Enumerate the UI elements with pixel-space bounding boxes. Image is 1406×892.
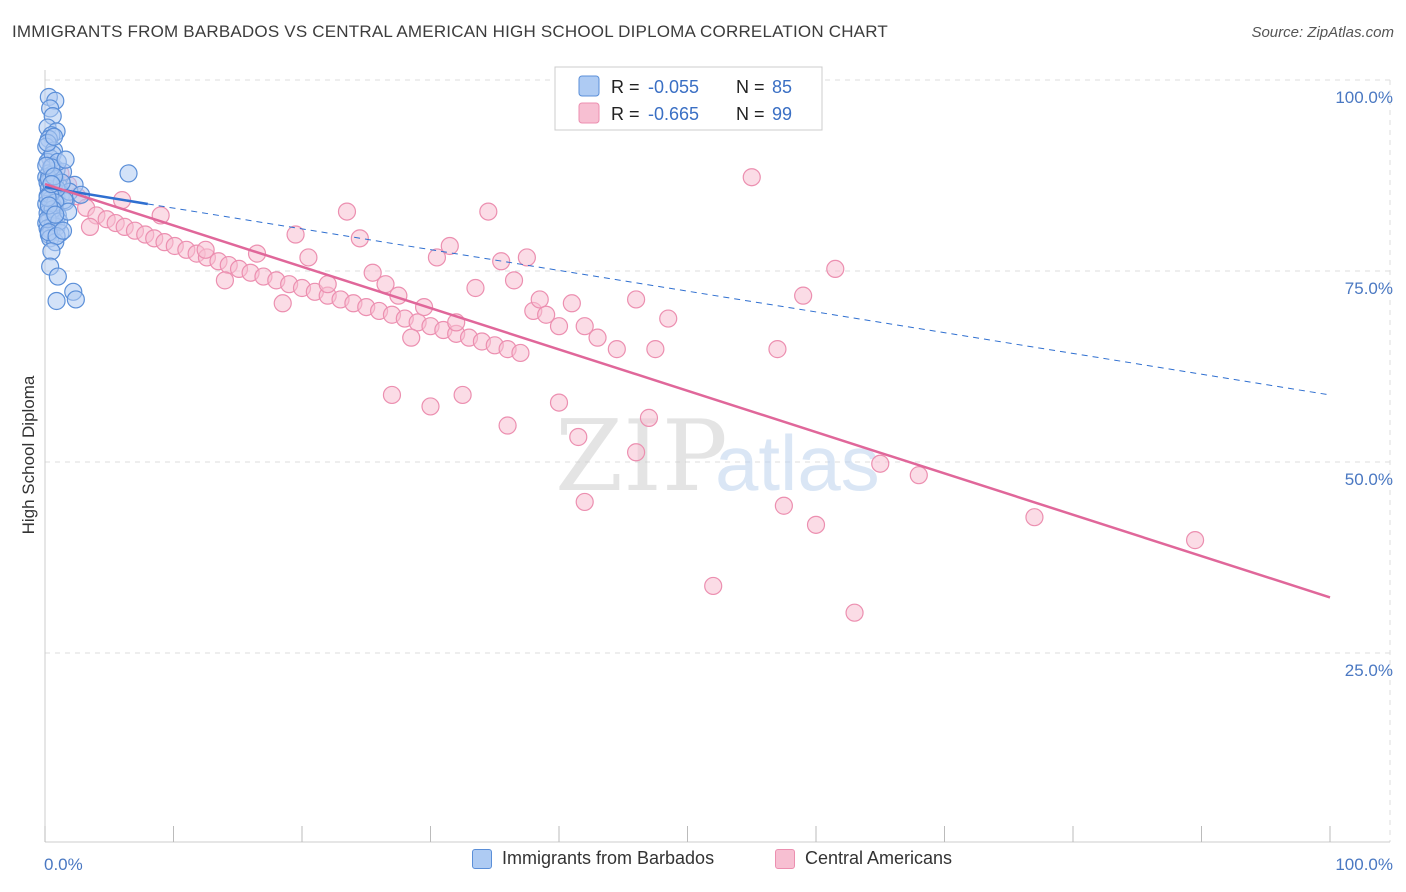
data-point xyxy=(742,168,761,187)
data-point xyxy=(286,225,305,244)
data-point xyxy=(871,454,890,473)
data-point xyxy=(549,393,569,412)
data-point xyxy=(511,343,530,363)
data-point xyxy=(575,492,594,512)
data-point xyxy=(299,248,318,267)
chart-title: IMMIGRANTS FROM BARBADOS VS CENTRAL AMER… xyxy=(12,22,888,41)
bottom-legend: Immigrants from Barbados Central America… xyxy=(0,848,1406,880)
data-point xyxy=(119,164,138,183)
series-central-americans xyxy=(42,103,1205,622)
chart-source: Source: ZipAtlas.com xyxy=(1251,24,1394,41)
data-point xyxy=(549,317,569,336)
data-point xyxy=(704,576,723,596)
data-point xyxy=(466,278,485,298)
data-point xyxy=(504,271,524,290)
data-point xyxy=(569,427,588,447)
data-point xyxy=(273,294,292,313)
legend-r-value-2: -0.665 xyxy=(648,104,699,124)
data-point xyxy=(537,305,556,324)
data-point xyxy=(453,385,472,405)
data-point xyxy=(845,603,864,622)
legend-swatch-blue xyxy=(578,75,600,97)
legend-swatch-pink xyxy=(578,102,600,124)
data-point xyxy=(402,328,421,347)
data-point xyxy=(56,150,75,169)
y-tick-label: 75.0% xyxy=(1345,279,1393,298)
legend-r-value-1: -0.055 xyxy=(648,77,699,97)
data-point xyxy=(196,240,215,259)
data-point xyxy=(530,290,549,309)
y-tick-label: 100.0% xyxy=(1335,88,1393,107)
data-point xyxy=(562,294,581,313)
data-point xyxy=(337,202,357,221)
data-point xyxy=(588,328,607,347)
data-point xyxy=(575,317,594,336)
data-point xyxy=(440,236,459,256)
data-point xyxy=(53,221,73,240)
x-tick-label: 100.0% xyxy=(1335,855,1393,874)
legend-box-blue xyxy=(472,848,492,869)
data-point xyxy=(215,271,234,290)
data-point xyxy=(427,248,447,267)
legend-r-label-1: R = xyxy=(611,77,640,97)
data-point xyxy=(1185,531,1205,550)
trend-lines xyxy=(44,182,1331,599)
data-point xyxy=(382,385,402,405)
data-point xyxy=(794,286,813,305)
series-immigrants-from-barbados xyxy=(37,87,138,311)
legend-item-central-americans: Central Americans xyxy=(775,848,952,869)
watermark-atlas: atlas xyxy=(715,419,880,507)
data-point xyxy=(607,340,626,359)
trend-line-blue-dashed xyxy=(147,203,1331,396)
data-point xyxy=(46,205,65,224)
data-point xyxy=(479,202,498,221)
data-point xyxy=(80,217,100,236)
tick-labels: 100.0% 75.0% 50.0% 25.0% 0.0% 100.0% xyxy=(44,88,1393,874)
legend-label-barbados: Immigrants from Barbados xyxy=(502,848,715,868)
y-tick-label: 50.0% xyxy=(1345,470,1393,489)
x-tick-label: 0.0% xyxy=(44,855,83,874)
data-point xyxy=(646,340,665,359)
watermark: ZIP atlas xyxy=(555,400,880,514)
data-point xyxy=(626,443,646,462)
legend-n-value-2: 99 xyxy=(772,104,792,124)
data-point xyxy=(47,291,66,311)
legend-n-label-1: N = xyxy=(736,77,765,97)
data-point xyxy=(659,309,678,328)
stats-legend: R = -0.055 N = 85 R = -0.665 N = 99 xyxy=(554,66,823,131)
data-point xyxy=(421,397,440,416)
data-point xyxy=(498,416,517,435)
data-point xyxy=(1025,508,1044,527)
data-point xyxy=(909,466,928,485)
legend-item-barbados: Immigrants from Barbados xyxy=(472,848,714,869)
legend-label-central-americans: Central Americans xyxy=(805,848,953,868)
data-point xyxy=(42,242,61,261)
data-point xyxy=(363,263,382,282)
data-point xyxy=(626,290,646,309)
legend-box-pink xyxy=(775,848,795,869)
y-tick-label: 25.0% xyxy=(1345,661,1393,680)
legend-r-label-2: R = xyxy=(611,104,640,124)
data-point xyxy=(48,267,67,286)
legend-n-label-2: N = xyxy=(736,104,765,124)
y-axis-label: High School Diploma xyxy=(19,375,38,534)
data-point xyxy=(44,127,64,146)
data-point xyxy=(774,496,793,515)
trend-line-pink xyxy=(44,182,1331,599)
data-point xyxy=(66,290,85,309)
data-point xyxy=(806,515,826,534)
data-point xyxy=(826,259,845,278)
legend-n-value-1: 85 xyxy=(772,77,792,97)
data-point xyxy=(517,248,536,267)
data-point xyxy=(639,408,659,427)
data-point xyxy=(247,244,267,263)
data-point xyxy=(768,340,787,359)
